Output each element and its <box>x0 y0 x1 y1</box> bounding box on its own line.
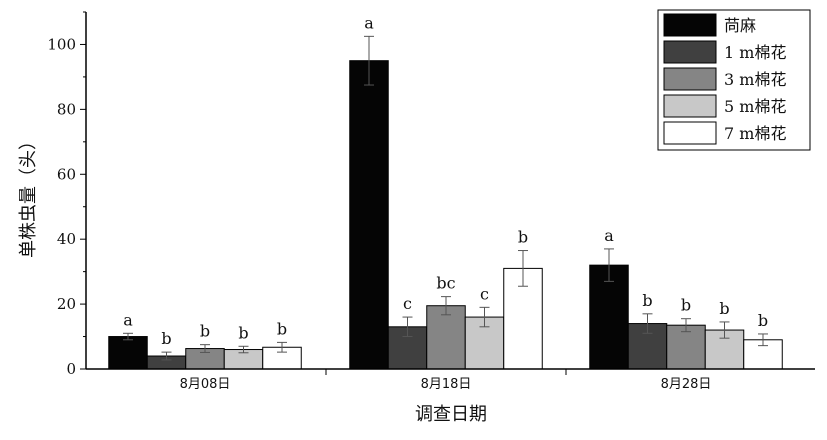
legend-label: 3 m棉花 <box>724 70 786 89</box>
legend-swatch <box>663 121 717 145</box>
significance-label: a <box>604 226 614 245</box>
bar <box>108 336 148 370</box>
x-axis-title: 调查日期 <box>415 404 487 425</box>
bar <box>349 60 389 370</box>
significance-label: c <box>480 284 489 303</box>
significance-label: b <box>161 329 171 348</box>
x-tick-label: 8月28日 <box>661 377 712 392</box>
legend-label: 苘麻 <box>724 16 756 35</box>
y-tick-label: 100 <box>47 35 76 53</box>
significance-label: b <box>719 299 729 318</box>
significance-label: c <box>403 294 412 313</box>
significance-label: b <box>681 296 691 315</box>
significance-label: a <box>123 310 133 329</box>
legend-label: 7 m棉花 <box>724 124 786 143</box>
significance-label: b <box>277 319 287 338</box>
significance-label: b <box>238 323 248 342</box>
legend: 苘麻 1 m棉花 3 m棉花 5 m棉花 7 m棉花 <box>657 9 811 151</box>
bar <box>426 305 466 370</box>
legend-swatch <box>663 13 717 37</box>
significance-label: b <box>518 228 528 247</box>
axes: 0 20 40 60 80 100 8月08日 8月18日 8月28日 <box>47 11 815 392</box>
legend-swatch <box>663 67 717 91</box>
x-tick-label: 8月18日 <box>421 377 472 392</box>
significance-label: b <box>642 291 652 310</box>
y-tick-label: 0 <box>66 360 76 378</box>
x-tick-label: 8月08日 <box>180 377 231 392</box>
significance-label: bc <box>436 274 455 293</box>
y-axis-title: 单株虫量（头） <box>18 132 39 258</box>
significance-label: a <box>364 13 374 32</box>
y-tick-label: 20 <box>57 295 76 313</box>
y-tick-label: 40 <box>57 230 76 248</box>
legend-swatch <box>663 40 717 64</box>
y-tick-label: 60 <box>57 165 76 183</box>
legend-label: 5 m棉花 <box>724 97 786 116</box>
significance-label: b <box>200 322 210 341</box>
bar <box>589 264 629 370</box>
significance-label: b <box>758 311 768 330</box>
legend-label: 1 m棉花 <box>724 43 786 62</box>
y-tick-label: 80 <box>57 100 76 118</box>
legend-swatch <box>663 94 717 118</box>
